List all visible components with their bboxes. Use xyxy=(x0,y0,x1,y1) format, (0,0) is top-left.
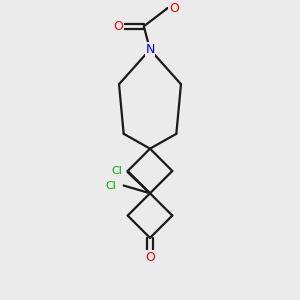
Text: N: N xyxy=(145,43,155,56)
Text: O: O xyxy=(145,251,155,264)
Text: Cl: Cl xyxy=(111,166,122,176)
Text: O: O xyxy=(113,20,123,33)
Text: O: O xyxy=(169,2,179,14)
Text: Cl: Cl xyxy=(105,181,116,190)
